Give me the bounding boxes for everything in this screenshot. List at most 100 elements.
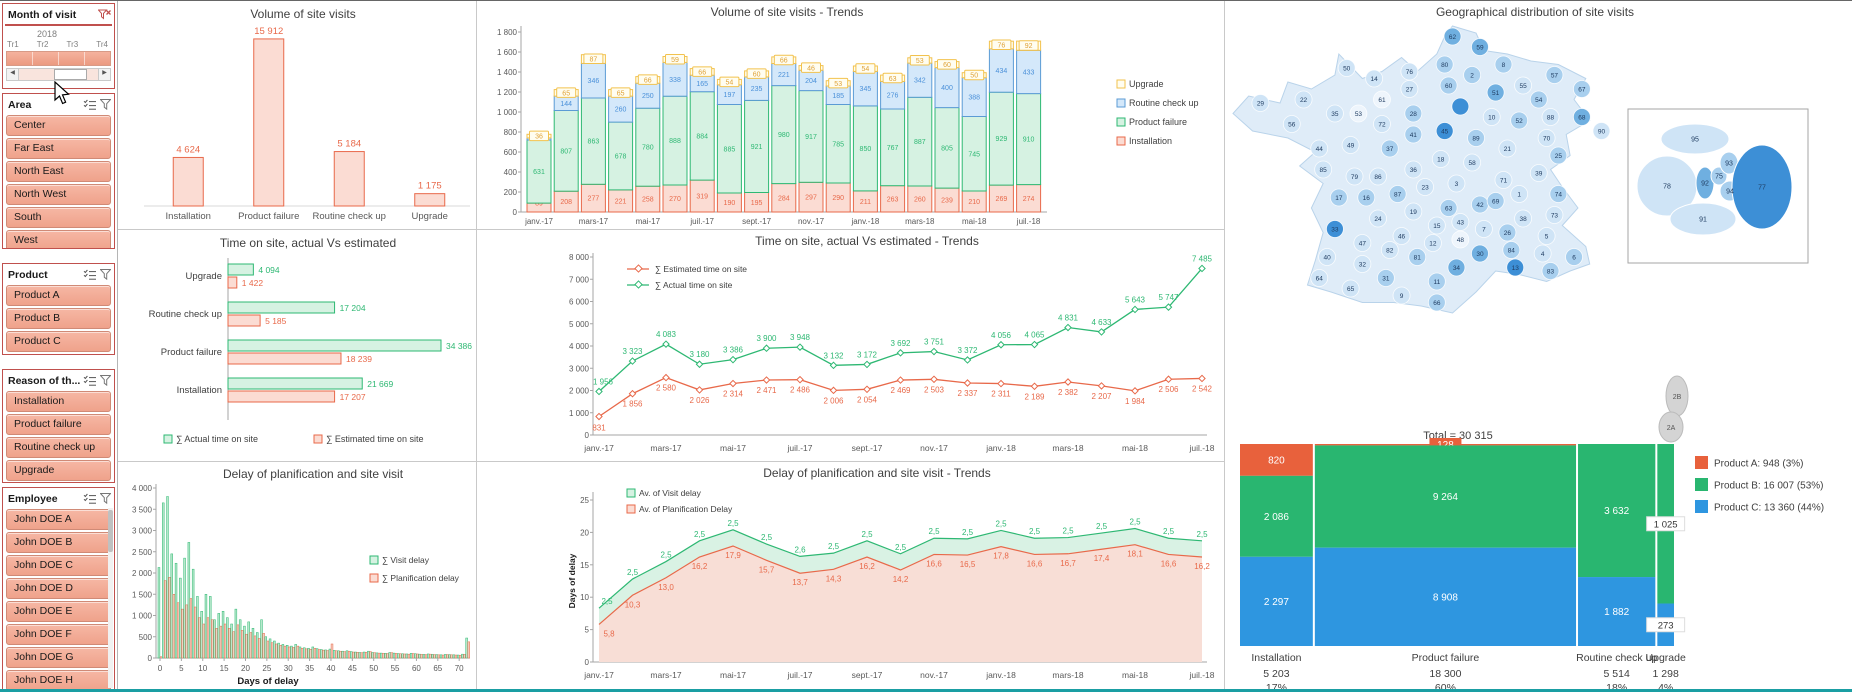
svg-text:25: 25 [1555, 153, 1563, 160]
slicer-item-north-west[interactable]: North West [6, 184, 111, 205]
slicer-item-center[interactable]: Center [6, 115, 111, 136]
svg-text:59: 59 [1476, 45, 1484, 52]
svg-text:17%: 17% [1266, 682, 1287, 692]
svg-text:284: 284 [778, 195, 790, 202]
filter-icon[interactable] [100, 269, 111, 280]
svg-text:58: 58 [1469, 160, 1477, 167]
svg-text:1 984: 1 984 [1125, 397, 1146, 406]
filter-icon[interactable] [100, 375, 111, 386]
svg-text:10: 10 [580, 593, 589, 602]
slicer-item-installation[interactable]: Installation [6, 391, 111, 412]
svg-text:200: 200 [504, 188, 518, 197]
svg-text:3: 3 [1455, 181, 1459, 188]
slicer-item-john-doe-b[interactable]: John DOE B [6, 532, 111, 553]
svg-text:863: 863 [588, 139, 600, 146]
employee-slicer-title: Employee [8, 492, 58, 505]
slicer-item-routine-check-up[interactable]: Routine check up [6, 437, 111, 458]
svg-text:Av. of Visit delay: Av. of Visit delay [639, 488, 702, 498]
svg-text:43: 43 [1457, 220, 1465, 227]
timeline-quarter-labels: Tr1 Tr2 Tr3 Tr4 [3, 39, 114, 51]
svg-text:30: 30 [1476, 251, 1484, 258]
svg-text:95: 95 [1691, 137, 1699, 144]
clear-filter-icon[interactable] [98, 9, 111, 21]
svg-text:46: 46 [807, 65, 815, 72]
svg-text:78: 78 [1663, 184, 1671, 191]
svg-text:Upgrade: Upgrade [186, 271, 222, 282]
svg-text:2,5: 2,5 [828, 542, 840, 551]
slicer-item-product-b[interactable]: Product B [6, 308, 111, 329]
svg-text:29: 29 [1257, 101, 1265, 108]
timeline-scroll-thumb[interactable] [53, 69, 87, 80]
svg-text:263: 263 [887, 196, 899, 203]
svg-text:2 311: 2 311 [991, 390, 1011, 399]
filter-icon[interactable] [100, 99, 111, 110]
svg-text:82: 82 [1386, 248, 1394, 255]
timeline-selection-bar[interactable] [6, 51, 111, 66]
slicer-item-north-east[interactable]: North East [6, 161, 111, 182]
svg-text:40: 40 [327, 664, 336, 673]
svg-text:15 912: 15 912 [254, 26, 283, 37]
svg-text:Product A: 948 (3%): Product A: 948 (3%) [1714, 459, 1804, 470]
svg-text:2,5: 2,5 [1163, 527, 1175, 536]
svg-text:17,4: 17,4 [1094, 554, 1110, 563]
svg-text:2 469: 2 469 [890, 386, 911, 395]
multi-select-icon[interactable] [83, 269, 97, 280]
svg-text:25: 25 [580, 496, 589, 505]
multi-select-icon[interactable] [83, 99, 97, 110]
employee-scroll-thumb[interactable] [108, 510, 113, 552]
svg-text:195: 195 [751, 200, 763, 207]
time-on-site-panel: Time on site, actual Vs estimated 4 094 1 … [118, 230, 477, 462]
slicer-item-john-doe-h[interactable]: John DOE H [6, 670, 111, 690]
svg-text:5: 5 [179, 664, 184, 673]
svg-text:53: 53 [916, 58, 924, 65]
employee-scrollbar[interactable] [108, 508, 113, 688]
svg-text:2,5: 2,5 [660, 551, 672, 560]
timeline-scrollbar[interactable]: ◀ ▶ [6, 68, 111, 81]
svg-text:4 633: 4 633 [1091, 318, 1112, 327]
slicer-item-far-east[interactable]: Far East [6, 138, 111, 159]
slicer-item-john-doe-f[interactable]: John DOE F [6, 624, 111, 645]
svg-text:1 298: 1 298 [1653, 668, 1679, 680]
svg-text:4 831: 4 831 [1058, 314, 1079, 323]
slicer-item-john-doe-a[interactable]: John DOE A [6, 509, 111, 530]
scroll-right-arrow-icon[interactable]: ▶ [98, 69, 110, 80]
svg-text:5: 5 [1545, 234, 1549, 241]
timeline-scroll-track[interactable] [19, 69, 98, 80]
slicer-item-john-doe-e[interactable]: John DOE E [6, 601, 111, 622]
svg-text:1 500: 1 500 [132, 590, 153, 599]
svg-text:1 882: 1 882 [1604, 607, 1629, 618]
svg-text:5 747: 5 747 [1158, 293, 1179, 302]
multi-select-icon[interactable] [83, 375, 97, 386]
svg-text:Delay of planification and sit: Delay of planification and site visit [223, 467, 404, 481]
slicer-item-product-c[interactable]: Product C [6, 331, 111, 352]
slicer-item-john-doe-d[interactable]: John DOE D [6, 578, 111, 599]
slicer-item-product-failure[interactable]: Product failure [6, 414, 111, 435]
svg-text:Product failure: Product failure [238, 211, 299, 222]
svg-text:3 132: 3 132 [823, 351, 844, 360]
slicer-item-product-a[interactable]: Product A [6, 285, 111, 306]
svg-text:21 669: 21 669 [367, 379, 393, 389]
svg-text:Upgrade: Upgrade [1129, 79, 1164, 89]
svg-text:400: 400 [504, 168, 518, 177]
delay-trends-chart: Delay of planification and site visit - … [567, 466, 1215, 680]
svg-text:800: 800 [504, 128, 518, 137]
svg-text:2 500: 2 500 [132, 548, 153, 557]
slicer-item-john-doe-g[interactable]: John DOE G [6, 647, 111, 668]
slicer-item-john-doe-c[interactable]: John DOE C [6, 555, 111, 576]
slicer-item-south[interactable]: South [6, 207, 111, 228]
svg-text:2,5: 2,5 [962, 528, 974, 537]
filter-icon[interactable] [100, 493, 111, 504]
svg-text:165: 165 [696, 81, 708, 88]
svg-text:5 203: 5 203 [1263, 668, 1289, 680]
svg-text:50: 50 [1343, 66, 1351, 73]
svg-text:319: 319 [696, 194, 708, 201]
svg-text:8 908: 8 908 [1433, 592, 1458, 603]
slicer-item-upgrade[interactable]: Upgrade [6, 460, 111, 481]
svg-text:297: 297 [805, 195, 817, 202]
slicer-item-west[interactable]: West [6, 230, 111, 248]
multi-select-icon[interactable] [83, 493, 97, 504]
svg-text:273: 273 [1658, 620, 1674, 631]
svg-text:65: 65 [433, 664, 442, 673]
svg-text:1 800: 1 800 [497, 28, 518, 37]
scroll-left-arrow-icon[interactable]: ◀ [7, 69, 19, 80]
